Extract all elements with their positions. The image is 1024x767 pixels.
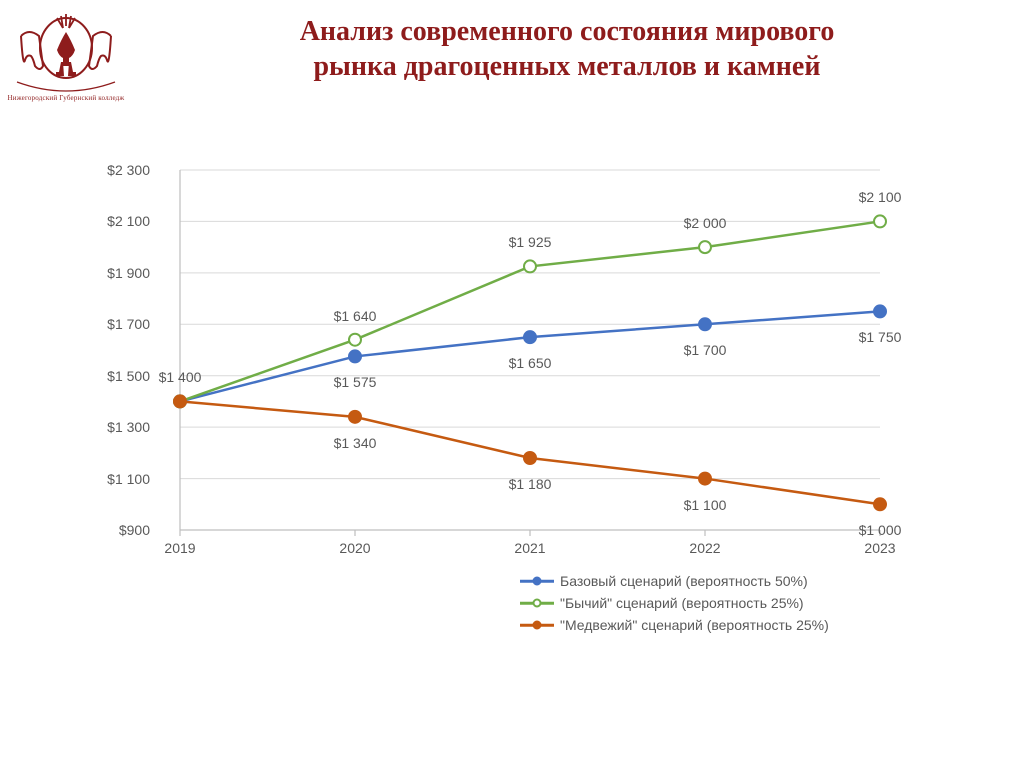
- y-tick-label: $2 300: [80, 162, 150, 178]
- y-tick-label: $1 500: [80, 368, 150, 384]
- data-point-label: $1 925: [509, 234, 552, 250]
- data-point-label: $1 640: [334, 308, 377, 324]
- page-title: Анализ современного состояния мирового р…: [130, 14, 1004, 84]
- title-line-1: Анализ современного состояния мирового: [300, 16, 835, 47]
- y-tick-label: $1 700: [80, 316, 150, 332]
- legend-item: "Медвежий" сценарий (вероятность 25%): [520, 614, 829, 636]
- data-point-label: $1 400: [159, 369, 202, 385]
- x-tick-label: 2023: [864, 540, 895, 556]
- title-line-2: рынка драгоценных металлов и камней: [313, 51, 820, 82]
- legend-item: Базовый сценарий (вероятность 50%): [520, 570, 829, 592]
- data-point-label: $1 650: [509, 355, 552, 371]
- data-point-label: $1 100: [684, 497, 727, 513]
- scenario-line-chart: $900$1 100$1 300$1 500$1 700$1 900$2 100…: [90, 150, 910, 630]
- data-point-label: $2 000: [684, 215, 727, 231]
- logo-caption: Нижегородский Губернский колледж: [6, 94, 126, 102]
- data-point-label: $1 700: [684, 342, 727, 358]
- data-point-label: $1 180: [509, 476, 552, 492]
- x-tick-label: 2019: [164, 540, 195, 556]
- data-point-label: $2 100: [859, 189, 902, 205]
- y-tick-label: $900: [80, 522, 150, 538]
- chart-legend: Базовый сценарий (вероятность 50%) "Бычий…: [520, 570, 829, 636]
- data-point-label: $1 340: [334, 435, 377, 451]
- legend-label: "Медвежий" сценарий (вероятность 25%): [560, 617, 829, 633]
- legend-item: "Бычий" сценарий (вероятность 25%): [520, 592, 829, 614]
- x-tick-label: 2022: [689, 540, 720, 556]
- x-tick-label: 2021: [514, 540, 545, 556]
- legend-label: "Бычий" сценарий (вероятность 25%): [560, 595, 804, 611]
- data-point-label: $1 575: [334, 374, 377, 390]
- y-tick-label: $1 100: [80, 471, 150, 487]
- y-tick-label: $1 300: [80, 419, 150, 435]
- y-tick-label: $1 900: [80, 265, 150, 281]
- data-point-label: $1 000: [859, 522, 902, 538]
- legend-label: Базовый сценарий (вероятность 50%): [560, 573, 808, 589]
- y-tick-label: $2 100: [80, 213, 150, 229]
- data-point-label: $1 750: [859, 329, 902, 345]
- institution-logo: Нижегородский Губернский колледж: [6, 6, 126, 116]
- x-tick-label: 2020: [339, 540, 370, 556]
